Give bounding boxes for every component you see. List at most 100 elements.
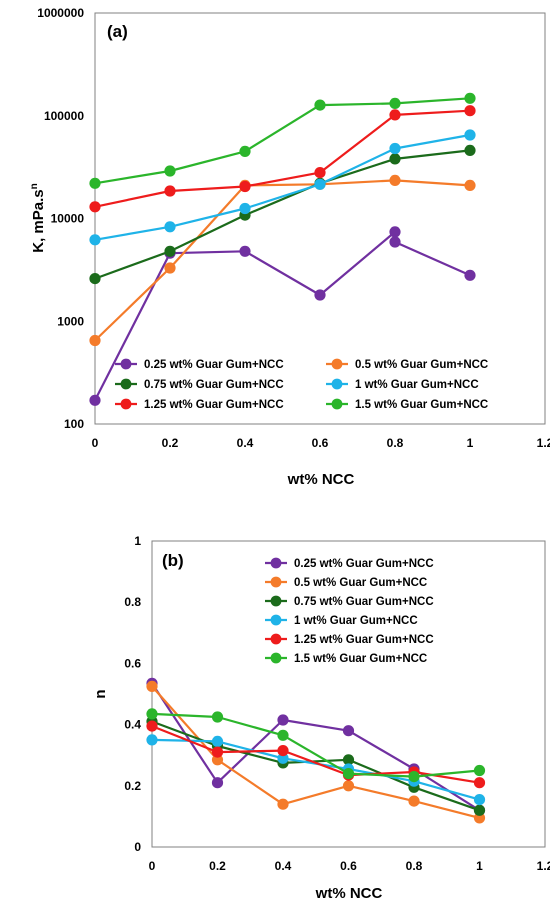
y-tick-label: 100000 <box>44 109 84 123</box>
y-tick-label: 10000 <box>51 212 85 226</box>
chart-b: 0 0.2 0.4 0.6 0.8 1 1.2 0 0.2 0.4 0.6 0.8 1 (b) wt%… <box>92 534 550 902</box>
legend-label: 1 wt% Guar Gum+NCC <box>355 379 479 391</box>
x-tick-label: 0.2 <box>209 859 226 873</box>
data-point-0-25-wt-guar-gum-ncc <box>211 777 224 789</box>
data-point-0-5-wt-guar-gum-ncc <box>89 334 101 347</box>
data-point-0-75-wt-guar-gum-ncc <box>389 153 401 165</box>
data-point-1-5-wt-guar-gum-ncc <box>464 92 476 104</box>
data-point-0-25-wt-guar-gum-ncc <box>389 226 401 238</box>
data-point-1-5-wt-guar-gum-ncc <box>164 165 176 177</box>
data-point-1-5-wt-guar-gum-ncc <box>277 729 289 741</box>
data-point-0-75-wt-guar-gum-ncc <box>164 245 176 257</box>
legend-label: 0.5 wt% Guar Gum+NCC <box>294 577 427 589</box>
legend-label: 0.5 wt% Guar Gum+NCC <box>355 359 488 371</box>
series-line-1-5-wt-guar-gum-ncc <box>94 97 471 185</box>
legend-label: 1 wt% Guar Gum+NCC <box>294 615 418 627</box>
data-point-0-75-wt-guar-gum-ncc <box>89 273 101 285</box>
y-tick-label: 1000 <box>57 314 84 328</box>
x-tick-label: 1 <box>476 859 483 873</box>
legend-label: 0.75 wt% Guar Gum+NCC <box>294 596 434 608</box>
data-point-1-5-wt-guar-gum-ncc <box>314 99 326 111</box>
data-point-0-25-wt-guar-gum-ncc <box>389 236 401 248</box>
data-point-0-5-wt-guar-gum-ncc <box>146 680 158 693</box>
data-point-0-5-wt-guar-gum-ncc <box>277 798 289 810</box>
legend-swatch-marker <box>270 595 282 607</box>
legend-label: 0.75 wt% Guar Gum+NCC <box>144 379 284 391</box>
chart-a: 0 0.2 0.4 0.6 0.8 1 1.2 100 1000 10000 100000 1000… <box>29 6 550 488</box>
data-point-1-wt-guar-gum-ncc <box>211 735 224 748</box>
data-point-0-75-wt-guar-gum-ncc <box>464 144 476 156</box>
data-point-0-75-wt-guar-gum-ncc <box>473 804 486 816</box>
x-axis-title: wt% NCC <box>315 885 383 902</box>
y-axis-title: K, mPa.sn <box>29 183 47 252</box>
data-point-1-25-wt-guar-gum-ncc <box>239 180 251 193</box>
series-line-1-5-wt-guar-gum-ncc <box>151 712 480 778</box>
data-point-1-wt-guar-gum-ncc <box>89 234 101 246</box>
legend-item-0-25-wt-guar-gum-ncc: 0.25 wt% Guar Gum+NCC <box>265 557 434 570</box>
data-point-1-25-wt-guar-gum-ncc <box>146 720 158 732</box>
data-point-0-75-wt-guar-gum-ncc <box>342 754 355 766</box>
data-point-0-5-wt-guar-gum-ncc <box>389 174 401 186</box>
panel-label: (b) <box>162 551 184 570</box>
x-tick-label: 0.6 <box>312 436 329 450</box>
data-point-1-5-wt-guar-gum-ncc <box>408 771 420 783</box>
y-tick-label: 0.4 <box>124 718 141 732</box>
series-line-1-wt-guar-gum-ncc <box>94 133 471 241</box>
y-tick-labels: 0 0.2 0.4 0.6 0.8 1 <box>124 534 141 854</box>
legend-label: 0.25 wt% Guar Gum+NCC <box>144 359 284 371</box>
series-layer <box>146 677 486 824</box>
legend: 0.25 wt% Guar Gum+NCC 0.5 wt% Guar Gum+NC… <box>115 358 488 411</box>
legend-swatch-marker <box>331 398 343 410</box>
x-tick-label: 0 <box>149 859 156 873</box>
x-tick-label: 0.2 <box>162 436 179 450</box>
x-tick-labels: 0 0.2 0.4 0.6 0.8 1 1.2 <box>92 436 550 450</box>
legend-label: 1.5 wt% Guar Gum+NCC <box>355 399 488 411</box>
y-tick-label: 1 <box>134 534 141 548</box>
data-point-1-25-wt-guar-gum-ncc <box>314 167 326 179</box>
data-point-1-5-wt-guar-gum-ncc <box>342 768 355 780</box>
x-tick-label: 1.2 <box>537 859 550 873</box>
data-point-1-5-wt-guar-gum-ncc <box>239 145 251 157</box>
y-axis-title: n <box>92 689 109 698</box>
data-point-0-5-wt-guar-gum-ncc <box>211 754 224 766</box>
series-line-0-25-wt-guar-gum-ncc <box>151 682 481 812</box>
y-tick-label: 0.8 <box>124 595 141 609</box>
y-tick-labels: 100 1000 10000 100000 1000000 <box>37 6 84 431</box>
data-point-0-25-wt-guar-gum-ncc <box>464 269 476 281</box>
y-tick-label: 100 <box>64 417 84 431</box>
legend-item-0-5-wt-guar-gum-ncc: 0.5 wt% Guar Gum+NCC <box>326 358 488 371</box>
legend-swatch-marker <box>331 378 343 390</box>
series-line-1-wt-guar-gum-ncc <box>151 738 480 801</box>
legend-swatch-marker <box>270 633 282 645</box>
data-point-1-wt-guar-gum-ncc <box>389 142 401 155</box>
panel-label: (a) <box>107 22 128 41</box>
legend-item-1-5-wt-guar-gum-ncc: 1.5 wt% Guar Gum+NCC <box>265 652 427 665</box>
data-point-1-wt-guar-gum-ncc <box>164 221 176 233</box>
legend-item-1-wt-guar-gum-ncc: 1 wt% Guar Gum+NCC <box>326 378 479 391</box>
legend-swatch-marker <box>270 557 282 569</box>
y-axis-title-superscript: n <box>29 183 40 189</box>
series-line-0-75-wt-guar-gum-ncc <box>94 149 471 280</box>
legend-swatch-marker <box>120 358 132 370</box>
data-point-1-5-wt-guar-gum-ncc <box>211 711 224 723</box>
legend-swatch-marker <box>270 614 282 626</box>
legend-item-1-wt-guar-gum-ncc: 1 wt% Guar Gum+NCC <box>265 614 418 627</box>
x-tick-label: 0.8 <box>387 436 404 450</box>
data-point-1-25-wt-guar-gum-ncc <box>464 105 476 117</box>
data-point-1-25-wt-guar-gum-ncc <box>277 745 289 757</box>
series-line-0-5-wt-guar-gum-ncc <box>151 685 480 819</box>
data-point-1-wt-guar-gum-ncc <box>239 202 251 215</box>
legend-swatch-marker <box>120 378 132 390</box>
legend-item-1-5-wt-guar-gum-ncc: 1.5 wt% Guar Gum+NCC <box>326 398 488 411</box>
legend: 0.25 wt% Guar Gum+NCC 0.5 wt% Guar Gum+NC… <box>265 557 434 665</box>
y-tick-label: 1000000 <box>37 6 84 20</box>
data-point-1-5-wt-guar-gum-ncc <box>89 177 101 189</box>
data-point-1-wt-guar-gum-ncc <box>464 129 476 141</box>
data-point-0-5-wt-guar-gum-ncc <box>342 780 355 792</box>
data-point-0-5-wt-guar-gum-ncc <box>408 795 420 807</box>
legend-item-0-25-wt-guar-gum-ncc: 0.25 wt% Guar Gum+NCC <box>115 358 284 371</box>
y-tick-label: 0 <box>134 840 141 854</box>
data-point-1-5-wt-guar-gum-ncc <box>473 764 486 777</box>
legend-label: 0.25 wt% Guar Gum+NCC <box>294 558 434 570</box>
x-tick-label: 0.8 <box>406 859 423 873</box>
